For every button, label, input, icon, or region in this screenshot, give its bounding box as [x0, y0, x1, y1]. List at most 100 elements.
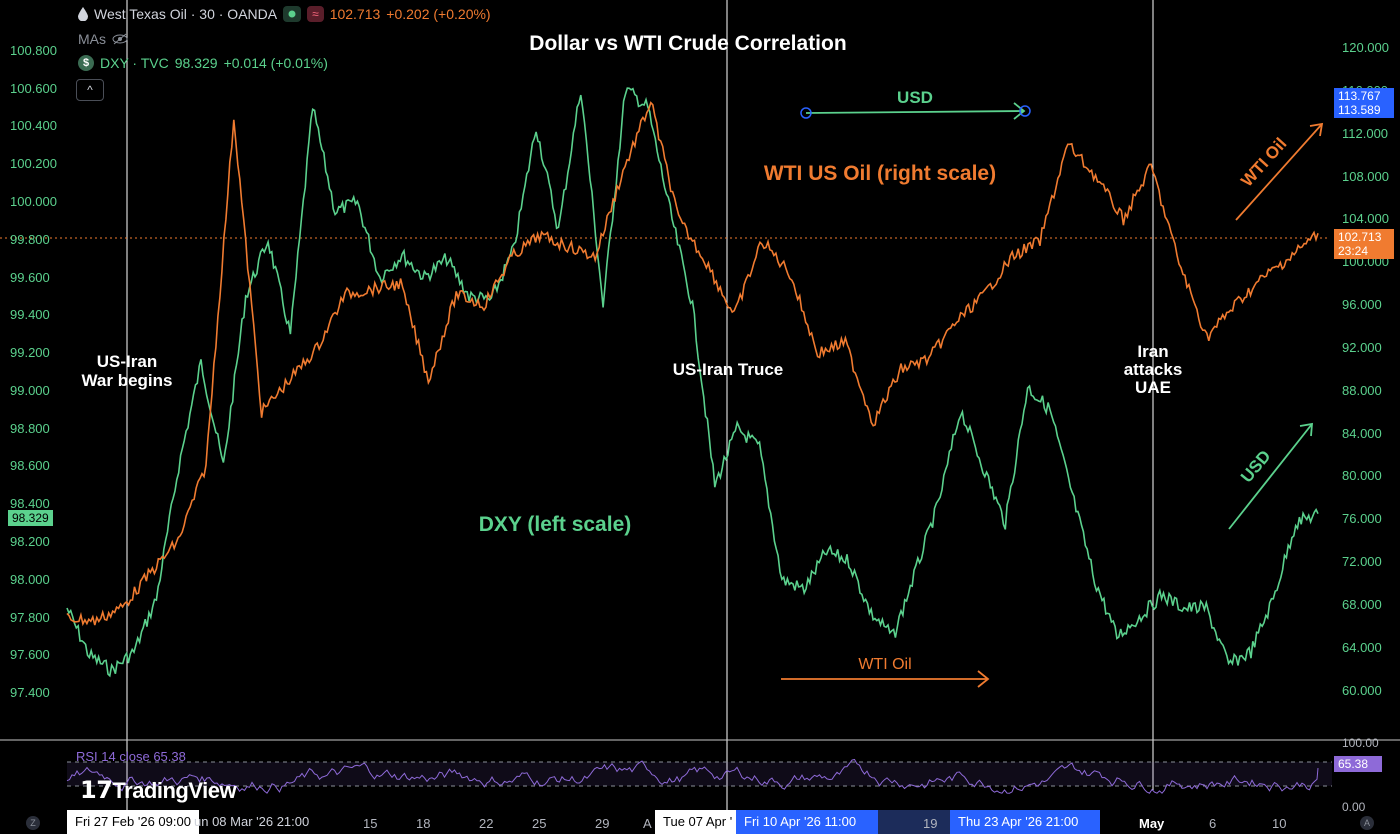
x-highlight-start: Fri 27 Feb '26 09:00: [67, 810, 199, 834]
left-axis-tick: 99.600: [10, 269, 50, 285]
x-axis-tick: 18: [416, 816, 431, 831]
left-axis-tick: 100.200: [10, 156, 57, 172]
x-axis-tick: May: [1139, 816, 1165, 831]
right-axis-tick: 68.000: [1342, 596, 1382, 612]
main-legend[interactable]: West Texas Oil · 30 · OANDA ≈ 102.713 +0…: [78, 6, 491, 22]
rsi-value: 65.38: [153, 749, 186, 764]
x-axis-tick: 29: [595, 816, 610, 831]
left-axis-tick: 100.800: [10, 42, 57, 58]
left-axis-tick: 99.800: [10, 231, 50, 247]
left-axis-tick: 98.600: [10, 458, 50, 474]
zoom-icon[interactable]: Z: [26, 816, 40, 830]
symbol-title[interactable]: West Texas Oil · 30 · OANDA: [94, 6, 278, 22]
left-axis-tick: 99.400: [10, 307, 50, 323]
uae-annotation: Iran attacks UAE: [1123, 342, 1183, 397]
right-axis-tick: 84.000: [1342, 425, 1382, 441]
right-axis-tick: 104.000: [1342, 211, 1389, 227]
truce-annotation: US-Iran Truce: [672, 360, 784, 379]
left-axis-tick: 97.600: [10, 647, 50, 663]
left-axis-tick: 97.800: [10, 609, 50, 625]
tv-logo-text: TradingView: [112, 778, 237, 803]
hide-eye-icon[interactable]: [112, 33, 128, 45]
left-axis-tick: 98.800: [10, 420, 50, 436]
chevron-up-icon: ^: [87, 83, 93, 97]
x-axis-tick: 6: [1209, 816, 1217, 831]
main-change: +0.202 (+0.20%): [386, 6, 491, 22]
dxy-series-line: [66, 87, 1319, 678]
tradingview-logo: 𝟭𝟳TradingView: [80, 776, 237, 805]
usd-top-label: USD: [897, 88, 933, 107]
war-begins-annotation: US-Iran War begins: [81, 352, 173, 390]
dxy-series-label: DXY (left scale): [478, 513, 632, 536]
x-axis-tick: 10: [1272, 816, 1287, 831]
rsi-series-line: [66, 758, 1319, 794]
x-axis-tick: A: [643, 816, 652, 831]
oil-series-label: WTI US Oil (right scale): [763, 162, 997, 185]
tv-logo-icon: 𝟭𝟳: [80, 777, 113, 804]
oil-drop-icon: [78, 7, 88, 21]
dxy-last-price-tag: 98.329: [8, 510, 53, 526]
blue-low-price: 113.589: [1338, 103, 1381, 117]
left-axis-tick: 99.000: [10, 382, 50, 398]
chart-title: Dollar vs WTI Crude Correlation: [529, 32, 847, 55]
left-axis-tick: 98.000: [10, 571, 50, 587]
left-axis-tick: 97.400: [10, 685, 50, 701]
x-axis-tick: 15: [363, 816, 378, 831]
right-axis-tick: 108.000: [1342, 168, 1389, 184]
right-axis-tick: 76.000: [1342, 511, 1382, 527]
right-axis-tick: 120.000: [1342, 40, 1389, 56]
rsi-value-tag: 65.38: [1334, 756, 1382, 772]
rsi-tick-100: 100.00: [1342, 736, 1379, 750]
wti-oil-bottom-arrow: [781, 670, 990, 688]
right-axis-tick: 88.000: [1342, 382, 1382, 398]
rsi-label: RSI 14 close: [76, 749, 150, 764]
usd-up-arrow: [1228, 422, 1313, 530]
wti-oil-arrow-label: WTI Oil: [1237, 134, 1290, 190]
x-highlight-war: un 08 Mar '26 21:00: [194, 814, 310, 829]
wti-oil-bottom-label: WTI Oil: [858, 656, 912, 673]
left-axis-tick: 100.000: [10, 194, 57, 209]
right-axis-tick: 72.000: [1342, 554, 1382, 570]
left-axis-tick: 100.400: [10, 118, 57, 134]
oil-last-price-tag: 102.713 23:24: [1334, 229, 1394, 259]
blue-high-price: 113.767: [1338, 89, 1381, 103]
left-axis-tick: 99.200: [10, 345, 50, 361]
x-highlight-range-end: Thu 23 Apr '26 21:00: [950, 810, 1100, 834]
left-axis-tick: 98.200: [10, 534, 50, 549]
dxy-change: +0.014 (+0.01%): [223, 55, 328, 71]
compare-icon[interactable]: ≈: [307, 6, 324, 22]
left-axis-tick: 100.600: [10, 80, 57, 96]
dollar-icon: $: [78, 55, 94, 71]
right-axis-tick: 112.000: [1342, 125, 1389, 141]
dxy-price: 98.329: [174, 55, 218, 71]
x-axis-tick: 22: [479, 816, 494, 831]
eye-icon[interactable]: [283, 6, 302, 22]
main-price: 102.713: [329, 6, 381, 22]
oil-series-line: [66, 101, 1319, 627]
x-axis-tick: 25: [532, 816, 547, 831]
right-axis-tick: 92.000: [1342, 339, 1382, 355]
rsi-tick-0: 0.00: [1342, 800, 1366, 814]
oil-last-price: 102.713: [1338, 230, 1382, 244]
right-axis-tick: 80.000: [1342, 468, 1382, 484]
oil-countdown: 23:24: [1338, 244, 1369, 258]
right-axis-tick: 96.000: [1342, 297, 1382, 313]
x-highlight-range-start: Fri 10 Apr '26 11:00: [736, 810, 878, 834]
auto-scale-icon[interactable]: A: [1360, 816, 1374, 830]
x-axis-tick: 19: [923, 816, 938, 831]
blue-range-tag: 113.767 113.589: [1334, 88, 1394, 118]
right-axis-tick: 64.000: [1342, 639, 1382, 655]
mas-label: MAs: [78, 31, 106, 47]
mas-legend[interactable]: MAs: [78, 31, 128, 47]
x-range-fill: [878, 810, 950, 834]
dxy-title[interactable]: DXY · TVC: [100, 55, 169, 71]
right-axis-tick: 60.000: [1342, 682, 1382, 698]
usd-arrow-label: USD: [1237, 447, 1275, 487]
rsi-pane: [66, 758, 1332, 794]
rsi-legend[interactable]: RSI 14 close 65.38: [76, 749, 186, 764]
wti-oil-up-arrow: [1235, 122, 1324, 221]
dxy-legend[interactable]: $ DXY · TVC 98.329 +0.014 (+0.01%): [78, 55, 328, 71]
left-axis-tick: 98.400: [10, 496, 50, 512]
collapse-legend-button[interactable]: ^: [76, 79, 104, 101]
